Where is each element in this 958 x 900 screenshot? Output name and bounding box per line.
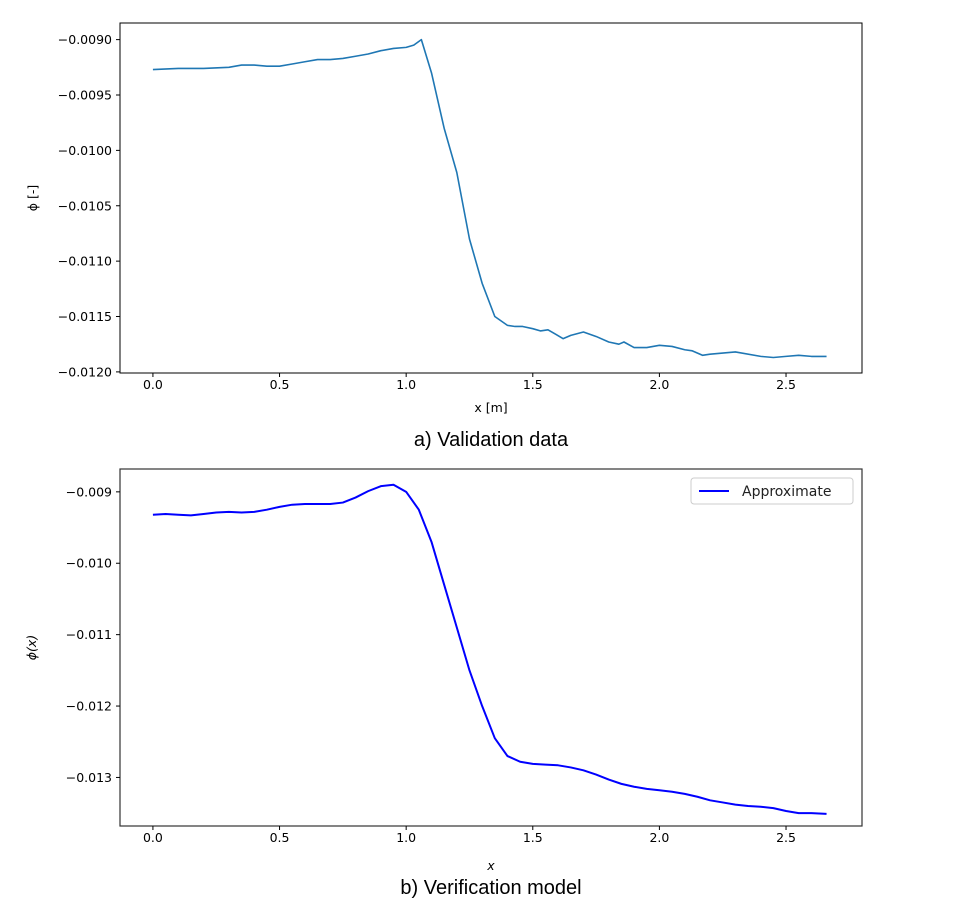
y-axis-label: ϕ(x) (24, 635, 39, 660)
x-tick-label: 1.5 (523, 377, 543, 392)
chart-verification: 0.0 0.5 1.0 1.5 2.0 2.5 −0.009−0.010−0.011−0.… (24, 468, 863, 899)
x-axis-label: x (486, 858, 495, 873)
chart-validation: 0.0 0.5 1.0 1.5 2.0 2.5 −0.0090 −0.0095 −0.0100… (25, 22, 863, 451)
x-tick-label: 0.5 (270, 830, 290, 845)
legend: Approximate (690, 477, 854, 505)
y-tick-label: −0.0100 (58, 143, 112, 158)
legend-label: Approximate (742, 484, 831, 500)
series-line (152, 38, 827, 359)
x-tick-label: 2.0 (649, 377, 669, 392)
y-tick-label: −0.013 (66, 770, 112, 785)
legend-box (690, 477, 854, 505)
y-tick-label: −0.0110 (58, 254, 112, 269)
plot-frame (119, 468, 863, 827)
y-tick-label: −0.0090 (58, 32, 112, 47)
x-tick-label: 1.0 (396, 830, 416, 845)
panel-caption: a) Validation data (414, 429, 569, 451)
x-tick-label: 1.5 (523, 830, 543, 845)
y-tick-label: −0.011 (66, 627, 112, 642)
plot-frame (119, 22, 863, 374)
y-tick-label: −0.0095 (58, 87, 112, 102)
x-tick-label: 2.0 (649, 830, 669, 845)
y-axis-label: ϕ [-] (25, 185, 40, 211)
y-tick-label: −0.010 (66, 556, 112, 571)
y-axis-ticks: −0.009 −0.010 −0.011 −0.012 −0.013 (66, 484, 120, 785)
series-line (152, 483, 827, 815)
x-tick-label: 1.0 (396, 377, 416, 392)
x-axis-label: x [m] (474, 400, 507, 415)
y-tick-label: −0.0120 (58, 364, 112, 379)
series-layer (152, 38, 827, 359)
y-tick-label: −0.0105 (58, 198, 112, 213)
x-tick-label: 0.5 (270, 377, 290, 392)
x-tick-label: 2.5 (776, 377, 796, 392)
x-axis-ticks: 0.0 0.5 1.0 1.5 2.0 2.5 (143, 826, 796, 845)
y-tick-label: −0.0115 (58, 309, 112, 324)
y-tick-label: −0.009 (66, 484, 112, 499)
y-tick-label: −0.012 (66, 699, 112, 714)
panel-caption: b) Verification model (400, 877, 581, 899)
x-tick-label: 0.0 (143, 830, 163, 845)
x-axis-ticks: 0.0 0.5 1.0 1.5 2.0 2.5 (143, 373, 796, 392)
y-axis-ticks: −0.0090 −0.0095 −0.0100 −0.0105 −0.0110 −0.01… (58, 32, 120, 379)
x-tick-label: 2.5 (776, 830, 796, 845)
series-layer (152, 483, 827, 815)
x-tick-label: 0.0 (143, 377, 163, 392)
